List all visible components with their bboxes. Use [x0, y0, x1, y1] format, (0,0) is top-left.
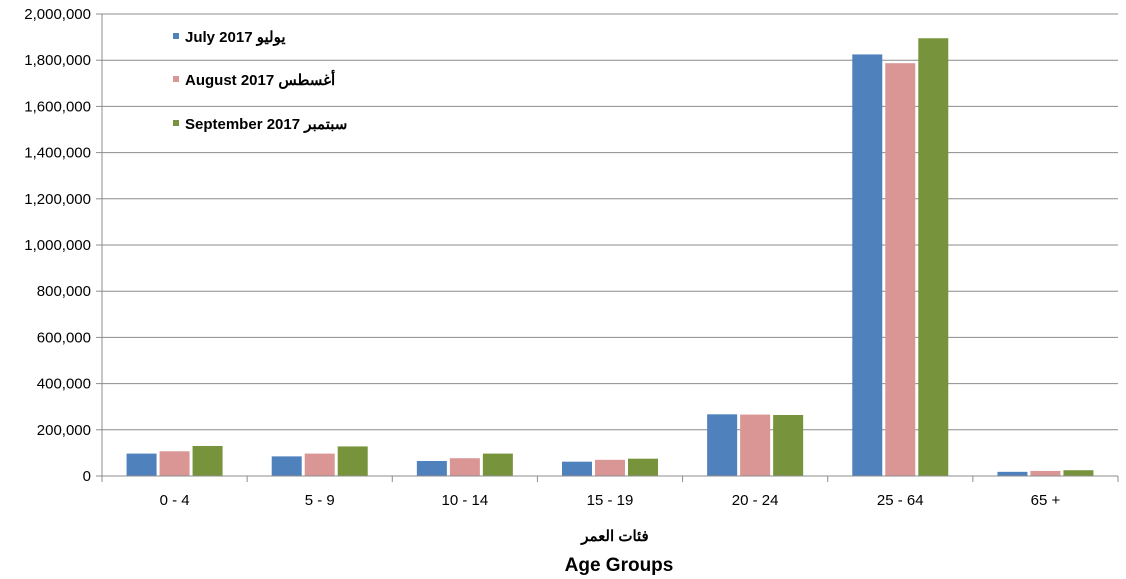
y-tick-label: 1,800,000 [24, 52, 91, 69]
bar [628, 458, 658, 476]
x-tick-label: 0 - 4 [160, 492, 190, 509]
y-tick-label: 800,000 [37, 283, 91, 300]
legend-label: August 2017 أغسطس [185, 69, 335, 89]
legend-swatch [173, 120, 179, 126]
y-tick-label: 1,400,000 [24, 145, 91, 162]
bar [337, 446, 368, 476]
bar [740, 414, 771, 476]
y-tick-label: 1,600,000 [24, 98, 91, 115]
x-tick-label: 65 + [1031, 492, 1061, 509]
legend-swatch [173, 33, 179, 39]
y-tick-label: 1,000,000 [24, 237, 91, 254]
bar [449, 458, 480, 476]
legend: July 2017 يوليو August 2017 أغسطس Septembe… [173, 29, 347, 133]
bar [304, 453, 335, 476]
y-tick-label: 2,000,000 [24, 6, 91, 23]
bar [773, 415, 804, 476]
y-tick-label: 400,000 [37, 376, 91, 393]
x-tick-label: 25 - 64 [877, 492, 924, 509]
x-axis-title: Age Groups [565, 555, 674, 576]
x-tick-label: 20 - 24 [732, 492, 779, 509]
bar [997, 471, 1028, 476]
gridlines [102, 13, 1118, 431]
y-tick-label: 1,200,000 [24, 191, 91, 208]
bar [1063, 470, 1094, 476]
y-tick-label: 600,000 [37, 329, 91, 346]
bar [918, 38, 949, 476]
legend-label: July 2017 يوليو [185, 29, 286, 46]
x-tick-label: 15 - 19 [587, 492, 634, 509]
bar [192, 445, 223, 476]
bar [416, 460, 447, 476]
bar [126, 453, 157, 476]
y-tick-label: 0 [83, 468, 91, 485]
bar [159, 451, 190, 476]
bar [852, 54, 883, 477]
bar [1030, 470, 1061, 476]
legend-swatch [173, 76, 179, 82]
legend-label: September 2017 سبتمبر [185, 116, 347, 133]
axes [101, 14, 1118, 477]
bar [885, 63, 916, 476]
y-tick-label: 200,000 [37, 422, 91, 439]
bar [595, 459, 625, 476]
x-axis-ticks: 0 - 4 5 - 9 10 - 14 15 - 19 20 - 24 25 - 64 65… [101, 476, 1119, 509]
y-axis-ticks: 0 200,000 400,000 600,000 800,000 1,000,000 1,… [24, 6, 102, 485]
bar [707, 414, 738, 476]
bar [482, 453, 513, 476]
bars [126, 38, 1094, 477]
x-tick-label: 5 - 9 [305, 492, 335, 509]
x-axis-title-arabic: فئات العمر [580, 528, 648, 545]
x-tick-label: 10 - 14 [442, 492, 489, 509]
bar [562, 461, 592, 476]
bar [271, 456, 302, 476]
